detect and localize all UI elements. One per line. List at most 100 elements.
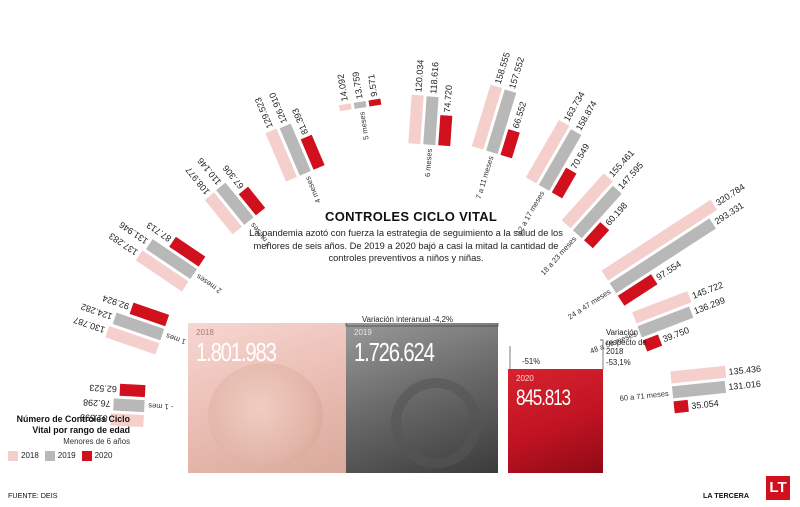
category-label-3: 2 meses <box>195 272 224 295</box>
legend-label-2018: 2018 <box>21 451 39 461</box>
bar-2018-11 <box>601 199 718 281</box>
legend-label-2019: 2019 <box>57 451 76 461</box>
total-value-2020: 845.813 <box>516 385 571 410</box>
source-note: FUENTE: DEIS <box>8 491 58 500</box>
bar-2019-13 <box>671 380 726 399</box>
value-label-2020-13: 35.054 <box>691 398 719 411</box>
brand-name: LA TERCERA <box>703 491 750 500</box>
chart-subtitle: La pandemia azotó con fuerza la estrateg… <box>249 228 563 264</box>
value-label-2018-7: 120.034 <box>413 59 425 92</box>
value-label-2018-6: 14.092 <box>336 73 350 102</box>
bar-2018-6 <box>338 103 352 112</box>
baby-photo-placeholder <box>208 363 323 468</box>
legend-subtitle: Menores de 6 años <box>63 437 130 446</box>
chart-title: CONTROLES CICLO VITAL <box>325 209 498 224</box>
bar-2018-12 <box>632 291 692 324</box>
bar-2020-11 <box>617 274 658 306</box>
legend-label-2020: 2020 <box>94 451 113 461</box>
legend-item-2019: 2019 <box>44 451 76 461</box>
legend: Número de Controles Ciclo Vital por rang… <box>8 414 130 461</box>
bar-2019-3 <box>145 239 197 280</box>
value-label-2019-6: 13.759 <box>350 71 364 100</box>
bar-2020-8 <box>500 129 520 159</box>
bar-2018-7 <box>408 94 424 145</box>
bar-2019-4 <box>216 182 254 225</box>
value-label-2019-8: 157.552 <box>507 56 526 90</box>
bar-2018-13 <box>670 365 727 384</box>
photo-total-2020: 2020 845.813 <box>508 369 603 473</box>
legend-swatch-2019 <box>44 451 55 461</box>
category-label-6: 5 meses <box>357 111 370 141</box>
bar-2019-9 <box>538 129 582 191</box>
category-label-5: 4 meses <box>303 175 322 205</box>
drop-percentage: -51% <box>522 357 541 366</box>
value-label-2018-1: 81.595 <box>80 412 108 423</box>
value-label-2020-7: 74.720 <box>442 85 454 113</box>
bar-2020-5 <box>300 134 325 170</box>
legend-item-2018: 2018 <box>8 451 39 461</box>
bar-2019-11 <box>609 218 716 294</box>
total-year-2018: 2018 <box>196 328 214 337</box>
variation-value: -53,1% <box>606 358 631 367</box>
bar-2018-1 <box>110 413 144 428</box>
bar-2020-2 <box>129 302 170 327</box>
bar-group-13: 135.436 131.016 35.054 60 a 71 meses <box>619 364 761 414</box>
interannual-variation: Variación interanual -4,2% <box>362 315 453 324</box>
bar-2018-8 <box>471 84 503 150</box>
category-label-13: 60 a 71 meses <box>619 389 669 403</box>
bar-2020-1 <box>119 383 146 398</box>
category-label-2: 1 mes <box>165 331 187 346</box>
bar-2019-5 <box>279 123 311 176</box>
category-label-1: - 1 mes <box>148 401 174 411</box>
legend-title: Número de Controles Ciclo Vital por rang… <box>16 414 130 435</box>
bar-2019-6 <box>353 101 367 109</box>
photo-total-2019: 2019 1.726.624 <box>346 323 498 473</box>
bar-2020-12 <box>642 334 663 352</box>
value-label-2019-7: 118.616 <box>428 62 440 94</box>
bar-group-6: 14.092 13.759 9.571 5 meses <box>336 71 382 141</box>
value-label-2018-13: 135.436 <box>728 364 761 377</box>
photo-total-2018: 2018 1.801.983 <box>188 323 346 473</box>
bar-2019-12 <box>637 306 694 338</box>
bar-2020-10 <box>583 222 610 249</box>
value-label-2019-1: 76.298 <box>83 397 111 408</box>
bar-2019-2 <box>112 312 165 341</box>
total-value-2018: 1.801.983 <box>196 337 277 367</box>
bar-2019-8 <box>486 89 517 154</box>
brand-logo: LT <box>766 476 790 500</box>
total-year-2020: 2020 <box>516 374 534 383</box>
value-label-2020-2: 92.924 <box>101 293 130 311</box>
value-label-2020-6: 9.571 <box>366 74 379 98</box>
total-year-2019: 2019 <box>354 328 372 337</box>
bar-group-1: 81.595 76.298 62.523 - 1 mes <box>80 383 174 428</box>
category-label-11: 24 a 47 meses <box>566 287 612 321</box>
value-label-2020-1: 62.523 <box>89 383 117 394</box>
value-label-2019-13: 131.016 <box>728 379 761 392</box>
legend-item-2020: 2020 <box>81 451 113 461</box>
bar-2018-5 <box>265 128 297 182</box>
bar-2020-4 <box>238 186 266 216</box>
stethoscope-photo-placeholder <box>391 378 481 468</box>
legend-swatch-2018 <box>8 451 18 461</box>
legend-items: 2018 2019 2020 <box>8 451 130 461</box>
value-label-2020-8: 66.552 <box>511 100 529 129</box>
category-label-7: 6 meses <box>423 148 434 177</box>
bar-2018-2 <box>105 325 160 355</box>
bar-2020-13 <box>673 399 689 414</box>
bar-2020-9 <box>551 167 577 199</box>
bar-2018-10 <box>561 173 613 229</box>
bar-2019-1 <box>113 398 145 413</box>
variation-title: Variación respecto de 2018 <box>606 328 647 356</box>
legend-swatch-2020 <box>81 451 92 461</box>
total-value-2019: 1.726.624 <box>354 337 435 367</box>
bar-2018-4 <box>204 192 242 235</box>
bar-2018-3 <box>135 250 189 292</box>
category-label-8: 7 a 11 meses <box>474 155 496 200</box>
